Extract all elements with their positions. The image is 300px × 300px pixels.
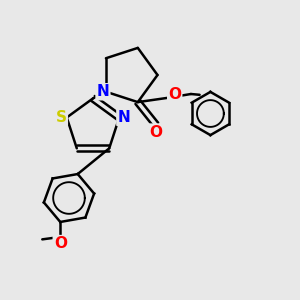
Text: O: O bbox=[168, 87, 181, 102]
Text: O: O bbox=[54, 236, 67, 251]
Text: O: O bbox=[149, 124, 162, 140]
Text: N: N bbox=[97, 84, 109, 99]
Text: S: S bbox=[56, 110, 67, 125]
Text: N: N bbox=[117, 110, 130, 125]
